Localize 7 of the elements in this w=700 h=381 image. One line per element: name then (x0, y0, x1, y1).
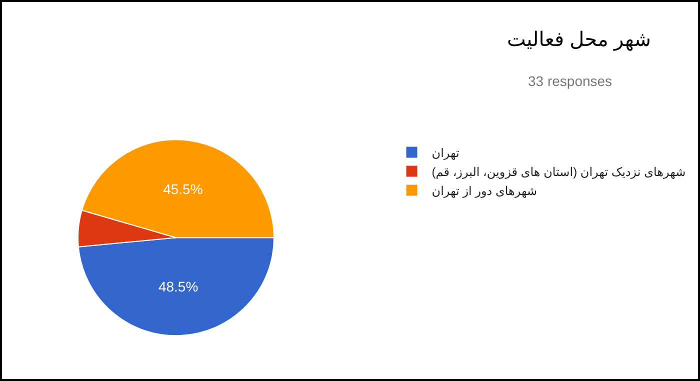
data-label: 45.5% (163, 180, 203, 197)
chart-title: شهر محل فعالیت (507, 29, 651, 51)
legend-label: شهرهای دور از تهران (432, 184, 538, 198)
legend-label: تهران (432, 146, 460, 160)
legend-label: شهرهای نزدیک تهران (استان های قزوین، البرز، قم) (432, 164, 686, 179)
chart-subtitle: 33 responses (528, 73, 612, 89)
data-label: 48.5% (158, 278, 198, 295)
